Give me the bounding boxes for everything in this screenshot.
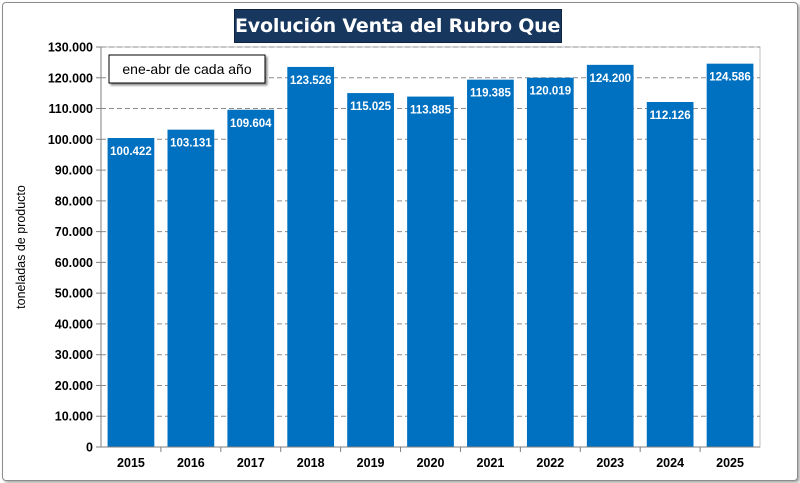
x-tick-label-2017: 2017 xyxy=(237,456,265,470)
bar-2019 xyxy=(347,93,394,448)
annotation-text: ene-abr de cada año xyxy=(122,61,251,77)
y-tick-label: 120.000 xyxy=(48,71,93,85)
x-tick-label-2021: 2021 xyxy=(477,456,505,470)
data-label-2015: 100.422 xyxy=(110,146,152,158)
bar-2022 xyxy=(526,77,574,448)
data-label-2020: 113.885 xyxy=(410,105,452,117)
data-label-2017: 109.604 xyxy=(230,118,272,130)
bar-2015 xyxy=(107,138,155,448)
x-tick-label-2025: 2025 xyxy=(716,456,744,470)
data-label-2022: 120.019 xyxy=(530,86,572,98)
bar-2016 xyxy=(167,129,215,448)
y-tick-label: 10.000 xyxy=(55,410,93,424)
data-label-2019: 115.025 xyxy=(350,101,392,113)
y-tick-label: 100.000 xyxy=(48,133,93,147)
data-label-2023: 124.200 xyxy=(589,73,631,85)
y-tick-label: 90.000 xyxy=(55,164,93,178)
x-tick-label-2022: 2022 xyxy=(536,456,564,470)
y-tick-label: 30.000 xyxy=(55,348,93,362)
data-label-2024: 112.126 xyxy=(650,110,691,122)
data-label-2025: 124.586 xyxy=(709,72,751,84)
bar-2021 xyxy=(467,79,514,448)
bar-2020 xyxy=(407,96,454,447)
x-tick-label-2019: 2019 xyxy=(357,456,385,470)
y-tick-label: 80.000 xyxy=(55,194,93,208)
annotation-box: ene-abr de cada año xyxy=(108,54,266,84)
y-axis-label: toneladas de producto xyxy=(14,185,28,309)
y-tick-label: 50.000 xyxy=(55,287,93,301)
bar-2025 xyxy=(706,63,754,448)
y-tick-label: 70.000 xyxy=(55,225,93,239)
data-label-2021: 119.385 xyxy=(470,88,512,100)
bars xyxy=(107,63,754,448)
data-labels: 100.422 103.131 109.604 123.526 115.025 113.8… xyxy=(110,72,751,158)
x-tick-label-2015: 2015 xyxy=(117,456,145,470)
y-tick-label: 60.000 xyxy=(55,256,93,270)
data-label-2016: 103.131 xyxy=(170,138,212,150)
data-label-2018: 123.526 xyxy=(290,75,332,87)
y-tick-label: 40.000 xyxy=(55,317,93,331)
x-tick-label-2024: 2024 xyxy=(656,456,684,470)
y-tick-label: 20.000 xyxy=(55,379,93,393)
x-tick-label-2020: 2020 xyxy=(417,456,445,470)
x-tick-label-2018: 2018 xyxy=(297,456,325,470)
y-tick-label: 0 xyxy=(86,441,93,455)
bar-2024 xyxy=(646,101,694,448)
x-tick-label-2016: 2016 xyxy=(177,456,205,470)
y-tick-label: 130.000 xyxy=(48,41,93,55)
bar-2017 xyxy=(227,109,275,447)
bar-2018 xyxy=(287,66,335,448)
x-tick-label-2023: 2023 xyxy=(596,456,624,470)
bar-2023 xyxy=(586,64,634,447)
y-axis-ticks: 0 10.000 20.000 30.000 40.000 50.000 60.000 70.… xyxy=(48,41,101,455)
chart-title: Evolución Venta del Rubro Quesos xyxy=(234,9,562,43)
x-axis-ticks: 2015 2016 2017 2018 2019 2020 2021 2022 2023 2024… xyxy=(117,447,744,470)
y-tick-label: 110.000 xyxy=(49,102,94,116)
